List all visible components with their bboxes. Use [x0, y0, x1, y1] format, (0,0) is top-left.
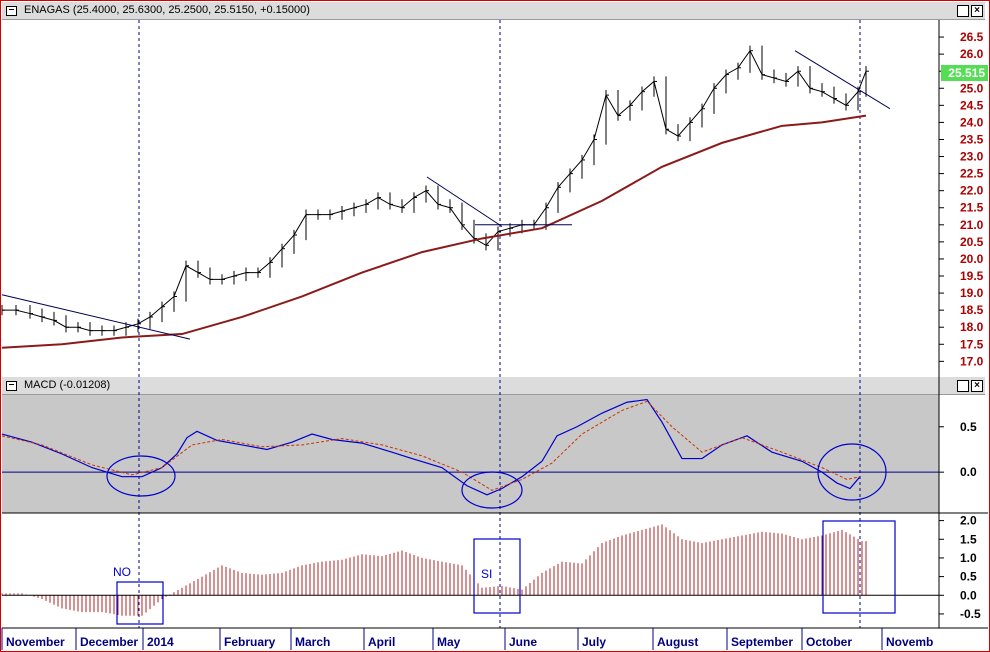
x-tick-label: Novemb: [886, 635, 933, 649]
y-tick-label: 26.5: [960, 30, 984, 44]
maximize-button[interactable]: [957, 380, 969, 392]
histogram-layer: [1, 524, 939, 616]
y-tick-label: 1.0: [960, 551, 977, 565]
y-tick-label: 0.5: [960, 420, 977, 434]
y-tick-label: 1.5: [960, 532, 977, 546]
price-line: [2, 49, 867, 332]
y-tick-label: 23.0: [960, 150, 984, 164]
panel-icon: [6, 381, 17, 391]
y-tick-label: 20.0: [960, 252, 984, 266]
annotation-si: SI: [481, 567, 492, 581]
x-tick-label: December: [80, 635, 138, 649]
macd-background: [2, 395, 939, 513]
signal-line: [1, 400, 861, 491]
highlight-ellipse: [817, 443, 887, 501]
x-tick-label: June: [509, 635, 537, 649]
last-price-label: 25.515: [941, 65, 988, 81]
moving-average-line: [1, 114, 867, 349]
y-tick-label: 21.5: [960, 201, 984, 215]
maximize-button[interactable]: [957, 5, 969, 17]
grid-layer: [138, 20, 861, 628]
x-tick-label: August: [657, 635, 698, 649]
x-tick-label: May: [437, 635, 461, 649]
x-tick-label: September: [731, 635, 793, 649]
y-tick-label: 26.0: [960, 47, 984, 61]
x-tick-label: October: [806, 635, 852, 649]
highlight-ellipse: [461, 471, 523, 509]
y-tick-label: 18.0: [960, 320, 984, 334]
y-tick-label: -0.5: [960, 607, 981, 621]
y-tick-label: 0.5: [960, 570, 977, 584]
annotation-no: NO: [113, 565, 131, 579]
highlight-ellipse: [106, 455, 176, 497]
annotation-layer: NO SI: [106, 443, 896, 625]
highlight-box: [822, 520, 896, 614]
y-tick-label: 20.5: [960, 235, 984, 249]
y-tick-label: 18.5: [960, 303, 984, 317]
macd-layer: [1, 398, 939, 496]
y-tick-label: 21.0: [960, 218, 984, 232]
y-tick-label: 17.5: [960, 337, 984, 351]
highlight-box: [473, 538, 521, 614]
y-tick-label: 24.5: [960, 98, 984, 112]
x-tick-label: July: [582, 635, 606, 649]
macd-panel-title-bar: MACD (-0.01208) ×: [2, 377, 985, 395]
price-layer: [1, 45, 891, 349]
trend-line: [794, 50, 891, 110]
x-tick-label: November: [6, 635, 65, 649]
x-tick-label: 2014: [147, 635, 174, 649]
highlight-box: [116, 581, 164, 625]
y-tick-label: 19.5: [960, 269, 984, 283]
y-tick-label: 24.0: [960, 115, 984, 129]
y-tick-label: 2.0: [960, 514, 977, 528]
y-tick-label: 22.0: [960, 184, 984, 198]
price-panel-title-bar: ENAGAS (25.4000, 25.6300, 25.2500, 25.51…: [2, 2, 985, 20]
axes-layer: 17.0 17.5 18.0 18.5 19.0 19.5 20.0 20.5 21.0 21.5…: [1, 20, 988, 650]
y-tick-label: 19.0: [960, 286, 984, 300]
trend-line: [426, 176, 503, 227]
x-tick-label: February: [224, 635, 276, 649]
price-panel-title: ENAGAS (25.4000, 25.6300, 25.2500, 25.51…: [24, 4, 310, 16]
y-tick-label: 25.0: [960, 81, 984, 95]
macd-panel-title: MACD (-0.01208): [24, 379, 111, 391]
panel-icon: [6, 6, 17, 16]
y-tick-label: 22.5: [960, 167, 984, 181]
close-button[interactable]: ×: [971, 5, 983, 17]
y-tick-label: 23.5: [960, 132, 984, 146]
y-tick-label: 0.0: [960, 465, 977, 479]
close-button[interactable]: ×: [971, 380, 983, 392]
trend-line: [1, 294, 191, 340]
y-tick-label: 0.0: [960, 588, 977, 602]
x-tick-label: April: [368, 635, 395, 649]
x-tick-label: March: [295, 635, 330, 649]
y-tick-label: 17.0: [960, 354, 984, 368]
